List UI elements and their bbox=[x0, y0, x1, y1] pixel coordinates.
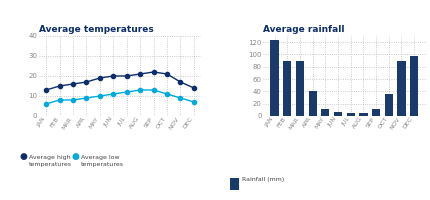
Bar bbox=[397, 61, 405, 116]
Bar bbox=[385, 94, 393, 116]
Bar bbox=[296, 61, 304, 116]
Bar bbox=[359, 113, 368, 116]
Text: Rainfall (mm): Rainfall (mm) bbox=[242, 178, 284, 182]
Text: ●: ● bbox=[20, 152, 28, 160]
Bar bbox=[372, 109, 380, 116]
Text: Average low
temperatures: Average low temperatures bbox=[81, 155, 124, 167]
Bar bbox=[347, 113, 355, 116]
Bar bbox=[321, 109, 329, 116]
Text: Average high
temperatures: Average high temperatures bbox=[29, 155, 72, 167]
Bar bbox=[283, 61, 292, 116]
Text: ●: ● bbox=[71, 152, 79, 160]
Text: Average rainfall: Average rainfall bbox=[263, 25, 344, 34]
Bar bbox=[309, 91, 317, 116]
Bar bbox=[410, 56, 418, 116]
Bar bbox=[270, 40, 279, 116]
Text: Average temperatures: Average temperatures bbox=[39, 25, 154, 34]
Bar bbox=[334, 112, 342, 116]
